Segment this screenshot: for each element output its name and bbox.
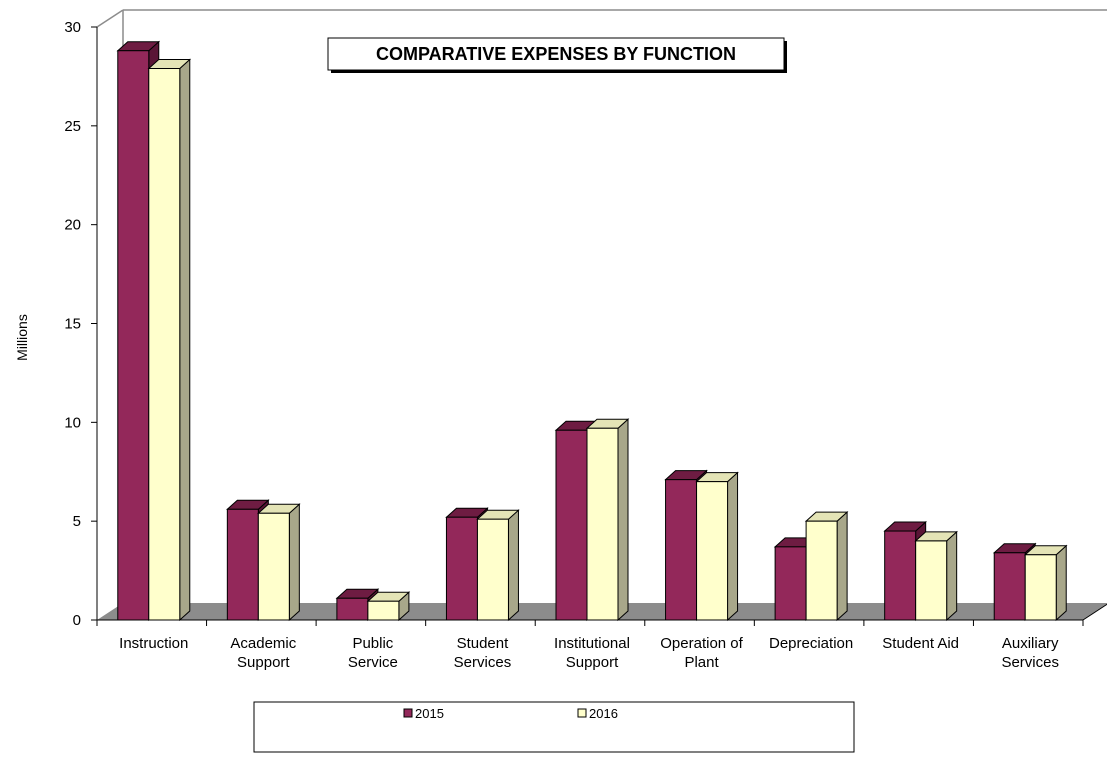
- bar-2016-front: [367, 600, 400, 621]
- bar-2016: [695, 471, 739, 622]
- bar-2015-front: [117, 50, 150, 621]
- bar-2015-front: [445, 516, 478, 621]
- x-category-label: Public: [352, 635, 393, 652]
- legend-label: 2016: [589, 706, 618, 721]
- bar-2016-side: [946, 530, 958, 622]
- bar-2016-side: [179, 58, 191, 622]
- legend-box: [253, 701, 855, 753]
- bar-2016: [914, 530, 958, 622]
- legend-swatch-2015: [403, 708, 413, 718]
- bar-2015-front: [774, 546, 807, 621]
- bar-2016-side: [727, 471, 739, 622]
- x-category-label: Operation of: [660, 635, 743, 652]
- bar-2016: [585, 418, 630, 622]
- y-tick-label: 0: [73, 612, 81, 629]
- x-category-label: Academic: [230, 635, 296, 652]
- x-axis-depth-line: [1082, 603, 1107, 621]
- bar-2016-front: [696, 481, 729, 621]
- y-tick-label: 5: [73, 513, 81, 530]
- bar-2016-front: [476, 518, 509, 621]
- x-category-label: Student Aid: [882, 635, 959, 652]
- bar-2016-front: [586, 427, 619, 621]
- bar-2016-side: [1055, 544, 1067, 622]
- bar-2016: [257, 503, 301, 622]
- y-tick-label: 15: [64, 316, 81, 333]
- bar-2016-front: [257, 512, 290, 621]
- x-category-label: Service: [348, 654, 398, 671]
- side-wall-top-edge: [96, 9, 124, 28]
- bar-2015-front: [336, 597, 369, 621]
- title-box: [327, 37, 785, 71]
- bar-2016: [366, 591, 411, 622]
- bar-2016: [804, 511, 849, 622]
- chart-title: COMPARATIVE EXPENSES BY FUNCTION: [376, 44, 736, 64]
- legend-label: 2015: [415, 706, 444, 721]
- x-category-label: Depreciation: [769, 635, 853, 652]
- bar-2016-side: [288, 503, 300, 622]
- x-category-label: Instruction: [119, 635, 188, 652]
- y-tick-label: 10: [64, 414, 81, 431]
- x-category-label: Student: [457, 635, 510, 652]
- bar-2015-front: [555, 429, 588, 621]
- bar-2016-side: [617, 418, 629, 622]
- y-axis-label: Millions: [14, 314, 30, 361]
- bar-2016-side: [507, 509, 519, 622]
- bar-2015-front: [993, 552, 1026, 621]
- bar-2016: [147, 58, 192, 622]
- x-category-label: Auxiliary: [1002, 635, 1059, 652]
- bar-2016-side: [836, 511, 848, 622]
- x-category-label: Services: [1001, 654, 1059, 671]
- bar-2015-front: [226, 508, 259, 621]
- x-category-label: Institutional: [554, 635, 630, 652]
- bar-2016-front: [805, 520, 838, 621]
- x-category-label: Plant: [684, 654, 719, 671]
- y-tick-label: 30: [64, 19, 81, 36]
- x-category-label: Support: [237, 654, 290, 671]
- legend-swatch-2016: [577, 708, 587, 718]
- x-category-label: Support: [566, 654, 619, 671]
- y-tick-label: 20: [64, 217, 81, 234]
- bar-2016-front: [148, 68, 181, 621]
- y-tick-label: 25: [64, 118, 81, 135]
- bar-2016: [1023, 544, 1068, 622]
- x-category-label: Services: [454, 654, 512, 671]
- bar-2015-front: [665, 479, 698, 621]
- bar-2016: [476, 509, 520, 622]
- bar-2016-front: [915, 540, 948, 621]
- bar-2016-front: [1024, 554, 1057, 621]
- bar-2015-front: [884, 530, 917, 621]
